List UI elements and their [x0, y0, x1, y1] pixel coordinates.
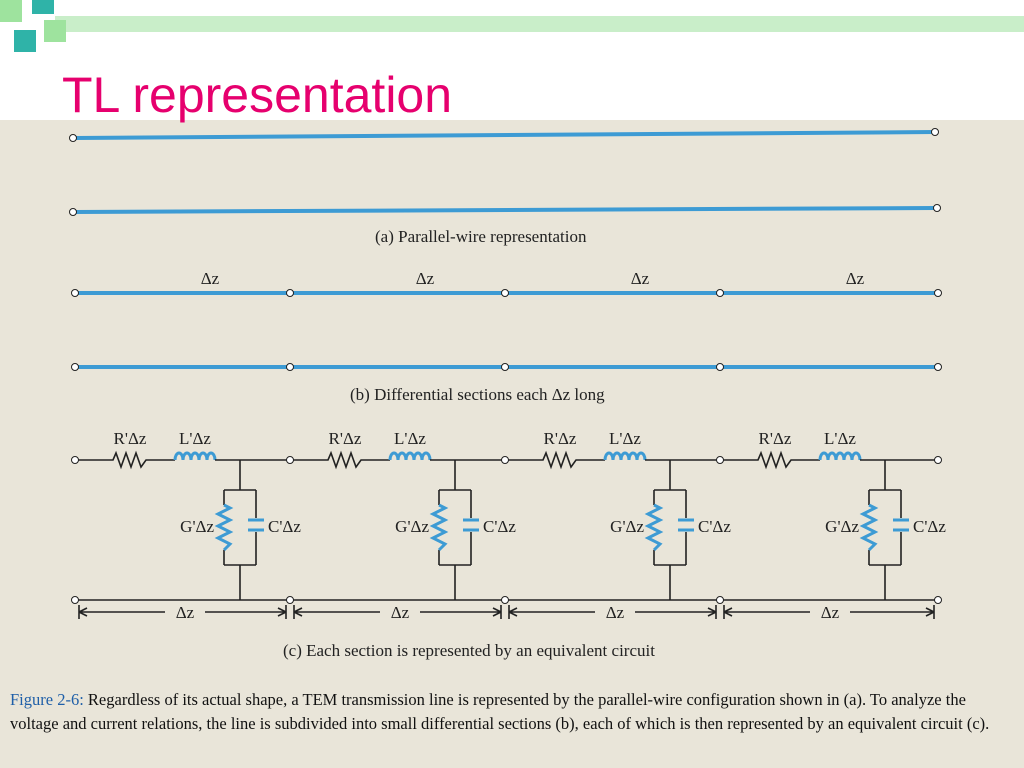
- terminal: [69, 134, 77, 142]
- capacitor: [463, 518, 479, 532]
- shunt-frame: [438, 460, 472, 600]
- shunt-frame: [653, 460, 687, 600]
- resistor-label: R'Δz: [114, 429, 147, 448]
- inductor: [818, 451, 862, 461]
- terminal: [934, 289, 942, 297]
- wire: [74, 130, 936, 140]
- capacitor-label: C'Δz: [913, 517, 946, 536]
- terminal: [71, 596, 79, 604]
- terminal: [934, 456, 942, 464]
- panel-caption: (b) Differential sections each Δz long: [350, 385, 605, 404]
- conductance-label: G'Δz: [610, 517, 644, 536]
- section-label: Δz: [416, 269, 435, 288]
- length-label: Δz: [176, 603, 195, 622]
- length-label: Δz: [606, 603, 625, 622]
- dimension-arrow: [508, 605, 717, 619]
- panel-caption: (c) Each section is represented by an eq…: [283, 641, 655, 660]
- terminal: [716, 596, 724, 604]
- panel-caption: (a) Parallel-wire representation: [375, 227, 587, 246]
- inductor-label: L'Δz: [179, 429, 211, 448]
- terminal: [501, 456, 509, 464]
- deco-square: [0, 0, 22, 22]
- figure-caption: Figure 2-6: Regardless of its actual sha…: [10, 688, 1015, 736]
- terminal: [71, 289, 79, 297]
- terminal: [716, 289, 724, 297]
- terminal: [69, 208, 77, 216]
- capacitor: [248, 518, 264, 532]
- terminal: [934, 596, 942, 604]
- dimension-arrow: [293, 605, 502, 619]
- conductance: [429, 503, 449, 552]
- terminal: [501, 596, 509, 604]
- terminal: [286, 456, 294, 464]
- terminal: [933, 204, 941, 212]
- caption-label: Figure 2-6:: [10, 690, 84, 709]
- terminal: [501, 363, 509, 371]
- resistor: [723, 450, 820, 470]
- terminal: [286, 363, 294, 371]
- dimension-arrow: [78, 605, 287, 619]
- capacitor: [678, 518, 694, 532]
- terminal: [716, 363, 724, 371]
- terminal: [71, 456, 79, 464]
- inductor: [388, 451, 432, 461]
- capacitor: [893, 518, 909, 532]
- section-label: Δz: [631, 269, 650, 288]
- terminal: [71, 363, 79, 371]
- caption-text: Regardless of its actual shape, a TEM tr…: [10, 690, 990, 733]
- deco-square: [44, 20, 66, 42]
- dimension-arrow: [723, 605, 935, 619]
- terminal: [931, 128, 939, 136]
- shunt-frame: [223, 460, 257, 600]
- resistor-label: R'Δz: [759, 429, 792, 448]
- conductance-label: G'Δz: [180, 517, 214, 536]
- conductance-label: G'Δz: [825, 517, 859, 536]
- length-label: Δz: [391, 603, 410, 622]
- inductor: [603, 451, 647, 461]
- deco-square: [14, 30, 36, 52]
- terminal: [934, 363, 942, 371]
- conductance: [644, 503, 664, 552]
- section-label: Δz: [846, 269, 865, 288]
- section-label: Δz: [201, 269, 220, 288]
- shunt-frame: [868, 460, 902, 600]
- inductor-label: L'Δz: [609, 429, 641, 448]
- figure-background: [0, 120, 1024, 768]
- conductance-label: G'Δz: [395, 517, 429, 536]
- terminal: [286, 289, 294, 297]
- resistor: [508, 450, 605, 470]
- terminal: [501, 289, 509, 297]
- resistor-label: R'Δz: [544, 429, 577, 448]
- capacitor-label: C'Δz: [483, 517, 516, 536]
- top-bar: [55, 16, 1024, 32]
- panel-a: [69, 128, 941, 216]
- length-label: Δz: [821, 603, 840, 622]
- deco-square: [32, 0, 54, 14]
- inductor-label: L'Δz: [394, 429, 426, 448]
- inductor: [173, 451, 217, 461]
- resistor: [78, 450, 175, 470]
- inductor-label: L'Δz: [824, 429, 856, 448]
- terminal: [286, 596, 294, 604]
- slide-title: TL representation: [62, 67, 452, 123]
- terminal: [716, 456, 724, 464]
- capacitor-label: C'Δz: [268, 517, 301, 536]
- capacitor-label: C'Δz: [698, 517, 731, 536]
- conductance: [214, 503, 234, 552]
- conductance: [859, 503, 879, 552]
- resistor: [293, 450, 390, 470]
- wire: [74, 206, 936, 214]
- resistor-label: R'Δz: [329, 429, 362, 448]
